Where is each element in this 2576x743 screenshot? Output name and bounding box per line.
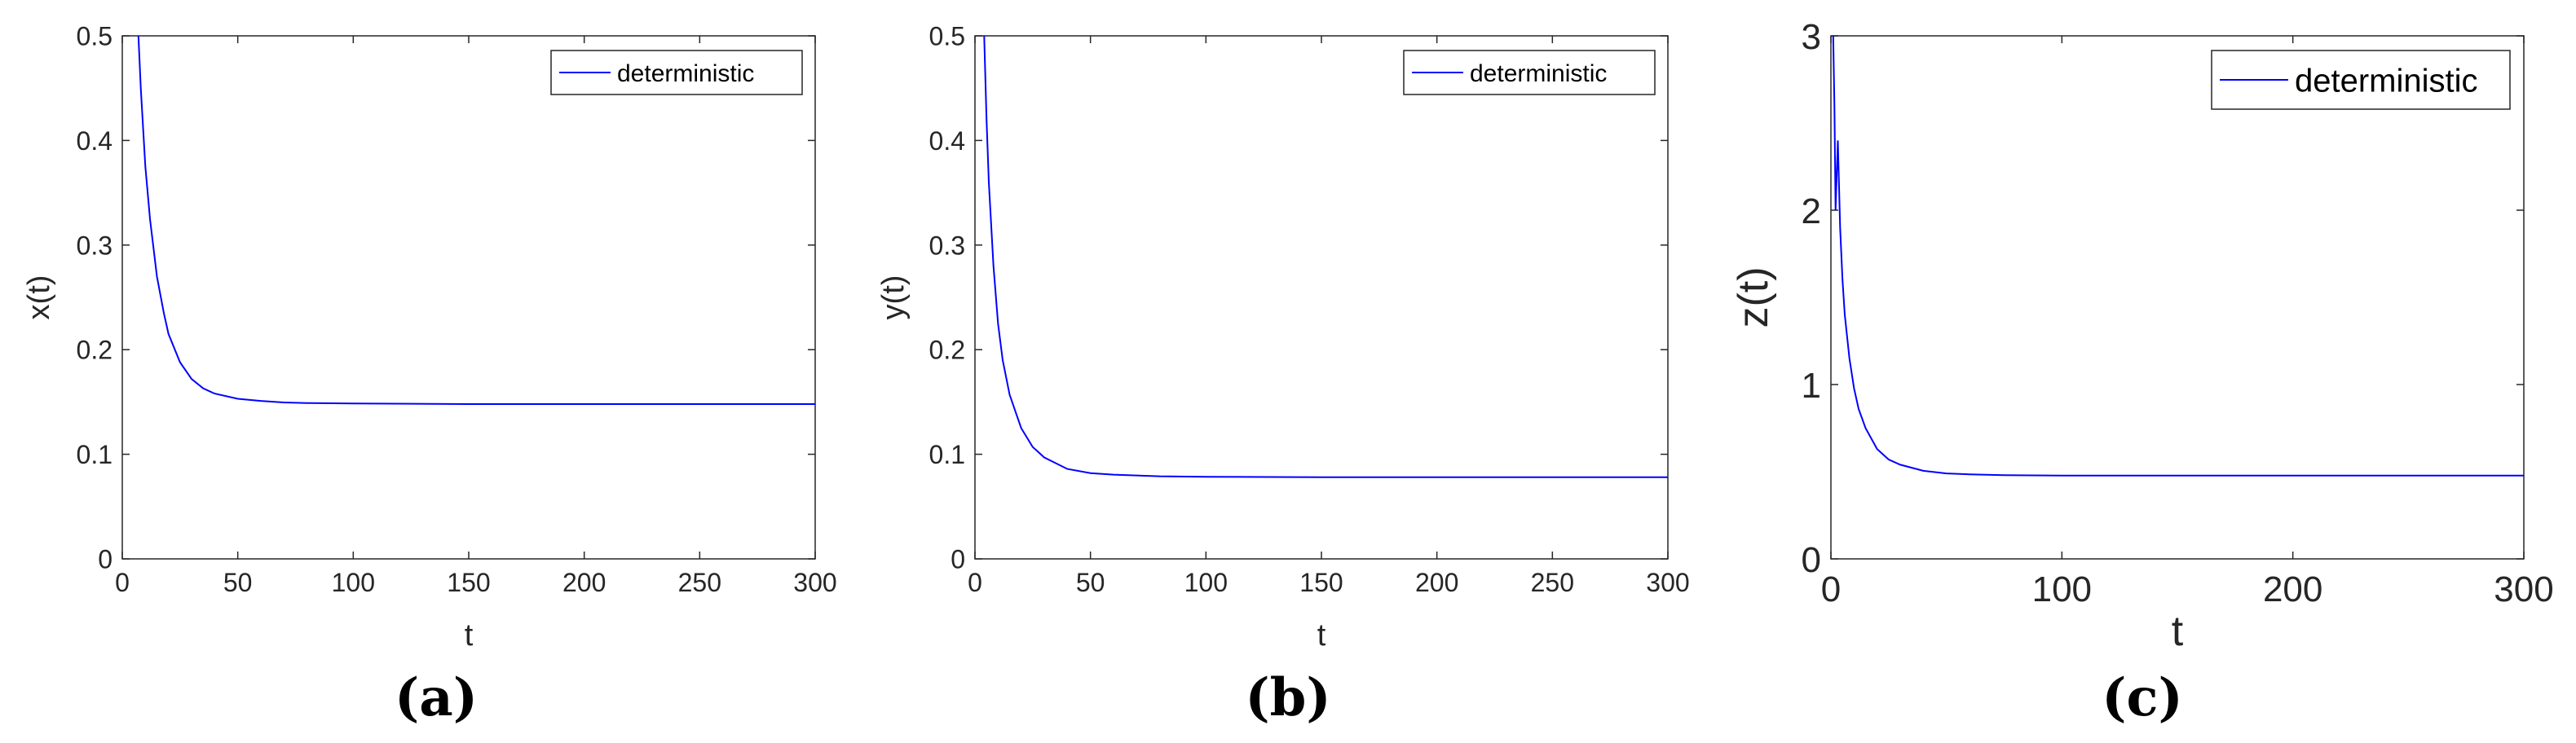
y-tick-label: 0 [951,545,965,574]
panel-caption: (c) [2102,667,2183,728]
legend-label: deterministic [2295,63,2478,99]
x-axis-label: t [1317,618,1326,653]
y-tick-label: 0.5 [77,22,112,51]
y-tick-label: 0 [98,545,112,574]
panel-caption: (b) [1245,667,1330,728]
series-line-1 [1832,36,2524,477]
y-tick-label: 0 [1802,540,1821,580]
x-tick-label: 300 [2494,569,2553,609]
y-tick-label: 0.2 [77,336,112,365]
x-tick-label: 50 [1076,568,1105,597]
y-tick-label: 1 [1802,366,1821,406]
x-tick-label: 300 [1646,568,1689,597]
legend-label: deterministic [1470,60,1607,87]
x-tick-label: 200 [562,568,606,597]
x-tick-label: 200 [1415,568,1458,597]
x-tick-label: 0 [1821,569,1841,609]
y-tick-label: 0.5 [929,22,965,51]
x-axis-label: t [2172,608,2184,655]
series-line-1 [137,36,815,405]
y-tick-label: 0.4 [77,126,112,156]
x-tick-label: 100 [1184,568,1228,597]
x-tick-label: 150 [447,568,490,597]
y-tick-label: 2 [1802,191,1821,231]
legend: deterministic [550,50,803,95]
x-tick-label: 50 [223,568,253,597]
y-axis-label: y(t) [876,275,911,320]
chart-panel-1: 0 50 100 150 200 250 300 0 0.1 0.2 0.3 0.4 0.5 t x(t) d… [22,22,837,728]
x-tick-label: 200 [2263,569,2322,609]
y-tick-label: 0.2 [929,336,965,365]
y-axis-label: x(t) [22,275,56,320]
plot-area [121,35,816,560]
y-tick-label: 0.1 [77,440,112,469]
y-tick-label: 0.3 [77,231,112,260]
series-line-1 [983,36,1668,478]
x-tick-label: 100 [332,568,375,597]
x-tick-label: 250 [678,568,721,597]
legend: deterministic [2211,50,2511,110]
x-axis-label: t [465,618,474,653]
panel-caption: (a) [395,667,478,728]
legend-label: deterministic [617,60,754,87]
x-tick-label: 0 [115,568,130,597]
x-tick-label: 100 [2032,569,2092,609]
y-tick-label: 0.3 [929,231,965,260]
x-tick-label: 150 [1299,568,1343,597]
y-tick-label: 0.4 [929,126,965,156]
x-tick-label: 300 [793,568,836,597]
y-axis-label: z(t) [1730,266,1777,328]
chart-panel-3: 0 100 200 300 0 1 2 3 t z(t) deterministic (c) [1730,17,2554,728]
x-tick-label: 0 [968,568,982,597]
plot-area [1830,35,2525,560]
legend: deterministic [1403,50,1656,95]
plot-area [974,35,1669,560]
y-tick-label: 0.1 [929,440,965,469]
x-tick-label: 250 [1531,568,1574,597]
y-tick-label: 3 [1802,17,1821,57]
chart-panel-2: 0 50 100 150 200 250 300 0 0.1 0.2 0.3 0.4 0.5 t y(t) d… [876,22,1690,728]
